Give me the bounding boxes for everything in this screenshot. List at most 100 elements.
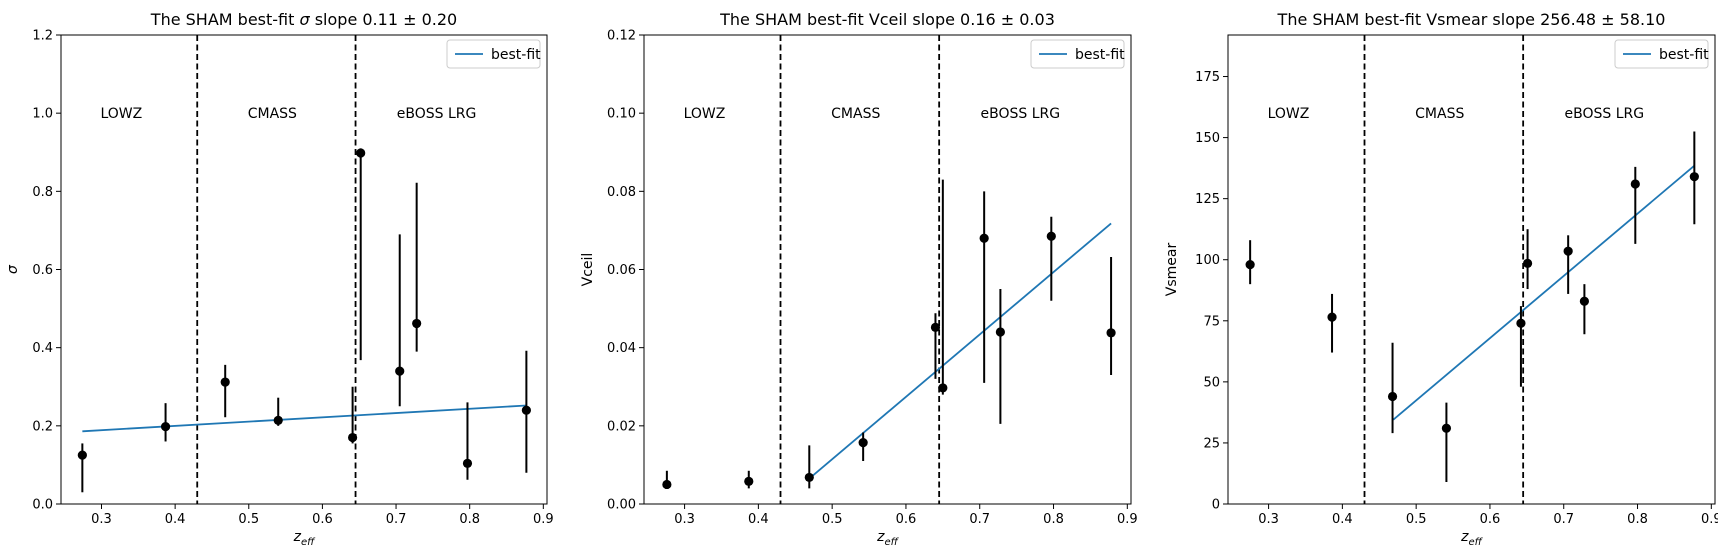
data-point bbox=[348, 432, 358, 443]
x-axis-label: zeff bbox=[293, 529, 317, 548]
x-tick-label: 0.8 bbox=[1627, 512, 1648, 527]
chart-title-suffix: slope 0.11 ± 0.20 bbox=[310, 10, 458, 29]
region-label: CMASS bbox=[1415, 106, 1464, 122]
data-point bbox=[744, 476, 754, 486]
x-tick-label: 0.3 bbox=[674, 512, 695, 527]
chart-title-param: Vsmear bbox=[1426, 10, 1488, 29]
x-tick-label: 0.3 bbox=[91, 512, 112, 527]
x-axis-label-main: z bbox=[876, 529, 885, 545]
chart-title-suffix: slope 0.16 ± 0.03 bbox=[907, 10, 1055, 29]
y-tick-label: 0.0 bbox=[32, 498, 53, 513]
data-point bbox=[1106, 328, 1116, 338]
y-tick-label: 0.6 bbox=[32, 263, 53, 278]
y-axis-label: Vceil bbox=[580, 253, 596, 287]
x-tick-label: 0.7 bbox=[386, 512, 407, 527]
data-point bbox=[995, 327, 1005, 337]
data-point bbox=[1327, 312, 1337, 322]
best-fit-line bbox=[808, 222, 1112, 480]
data-point bbox=[804, 472, 814, 483]
data-point bbox=[521, 405, 531, 415]
y-tick-label: 0.06 bbox=[607, 263, 636, 278]
y-tick-label: 1.0 bbox=[32, 107, 53, 122]
legend: best-fit bbox=[446, 39, 541, 69]
y-tick-label: 175 bbox=[1195, 70, 1220, 85]
y-tick-label: 0.00 bbox=[607, 498, 636, 513]
chart-title-prefix: The SHAM best-fit bbox=[150, 10, 300, 29]
region-label: eBOSS LRG bbox=[397, 106, 477, 122]
chart-title-param: Vceil bbox=[869, 10, 907, 29]
data-point bbox=[1522, 258, 1533, 268]
data-point bbox=[1387, 391, 1398, 402]
data-point bbox=[77, 450, 87, 460]
legend-label: best-fit bbox=[491, 47, 541, 63]
data-point bbox=[930, 322, 941, 332]
y-tick-label: 25 bbox=[1203, 436, 1220, 451]
data-point bbox=[160, 422, 171, 432]
chart-title: The SHAM best-fit Vsmear slope 256.48 ± … bbox=[1277, 10, 1666, 29]
y-tick-label: 0.04 bbox=[607, 341, 636, 356]
x-tick-label: 0.6 bbox=[896, 512, 917, 527]
chart-title: The SHAM best-fit Vceil slope 0.16 ± 0.0… bbox=[719, 10, 1055, 29]
region-label: LOWZ bbox=[1268, 106, 1310, 122]
x-axis-label: zeff bbox=[1460, 529, 1484, 548]
x-tick-label: 0.5 bbox=[822, 512, 843, 527]
x-tick-label: 0.3 bbox=[1258, 512, 1279, 527]
data-point bbox=[1245, 260, 1255, 270]
x-tick-label: 0.6 bbox=[1480, 512, 1501, 527]
y-tick-label: 0.2 bbox=[32, 419, 53, 434]
x-axis-label-main: z bbox=[1460, 529, 1469, 545]
x-axis-label-main: z bbox=[293, 529, 302, 545]
axes-frame bbox=[1227, 34, 1716, 505]
x-tick-label: 0.5 bbox=[238, 512, 259, 527]
y-tick-label: 0.12 bbox=[607, 29, 636, 44]
x-tick-label: 0.5 bbox=[1406, 512, 1427, 527]
legend: best-fit bbox=[1614, 39, 1709, 69]
chart-title-prefix: The SHAM best-fit bbox=[1277, 10, 1427, 29]
y-axis-label: σ bbox=[5, 264, 21, 274]
x-tick-label: 0.8 bbox=[459, 512, 480, 527]
legend: best-fit bbox=[1030, 39, 1125, 69]
legend-box bbox=[1030, 39, 1125, 69]
data-point bbox=[858, 438, 868, 448]
y-tick-label: 0.8 bbox=[32, 185, 53, 200]
region-label: eBOSS LRG bbox=[1565, 106, 1645, 122]
data-point bbox=[462, 458, 473, 468]
region-label: LOWZ bbox=[684, 106, 726, 122]
chart-panel-2: The SHAM best-fit Vceil slope 0.16 ± 0.0… bbox=[580, 10, 1138, 548]
best-fit-line bbox=[1392, 164, 1695, 421]
data-point bbox=[412, 318, 422, 329]
chart-title-param: σ bbox=[299, 10, 310, 29]
x-axis-label-sub: eff bbox=[1468, 537, 1483, 548]
x-tick-label: 0.6 bbox=[312, 512, 333, 527]
axes-frame bbox=[643, 34, 1132, 505]
chart-panel-1: The SHAM best-fit σ slope 0.11 ± 0.20 0.3… bbox=[5, 10, 554, 548]
data-point bbox=[662, 479, 672, 490]
legend-label: best-fit bbox=[1659, 47, 1709, 63]
x-tick-label: 0.4 bbox=[748, 512, 769, 527]
y-tick-label: 0.08 bbox=[607, 185, 636, 200]
data-point bbox=[1579, 296, 1589, 306]
data-point bbox=[938, 383, 948, 393]
x-tick-label: 0.7 bbox=[1553, 512, 1574, 527]
y-tick-label: 100 bbox=[1195, 253, 1220, 268]
legend-box bbox=[1614, 39, 1709, 69]
data-point bbox=[1046, 231, 1056, 241]
y-tick-label: 150 bbox=[1195, 131, 1220, 146]
x-tick-label: 0.9 bbox=[1117, 512, 1138, 527]
chart-title-prefix: The SHAM best-fit bbox=[719, 10, 869, 29]
chart-panel-3: The SHAM best-fit Vsmear slope 256.48 ± … bbox=[1164, 10, 1718, 548]
chart-title: The SHAM best-fit σ slope 0.11 ± 0.20 bbox=[150, 10, 457, 29]
region-label: eBOSS LRG bbox=[981, 106, 1061, 122]
x-axis-label-sub: eff bbox=[884, 537, 899, 548]
data-point bbox=[1563, 246, 1573, 256]
y-tick-label: 0.10 bbox=[607, 107, 636, 122]
data-point bbox=[1441, 423, 1452, 433]
legend-label: best-fit bbox=[1075, 47, 1125, 63]
data-point bbox=[356, 148, 366, 158]
data-point bbox=[1630, 179, 1640, 189]
y-tick-label: 0.02 bbox=[607, 419, 636, 434]
y-axis-label: Vsmear bbox=[1164, 243, 1180, 297]
y-tick-label: 1.2 bbox=[32, 29, 53, 44]
x-tick-label: 0.9 bbox=[1701, 512, 1718, 527]
